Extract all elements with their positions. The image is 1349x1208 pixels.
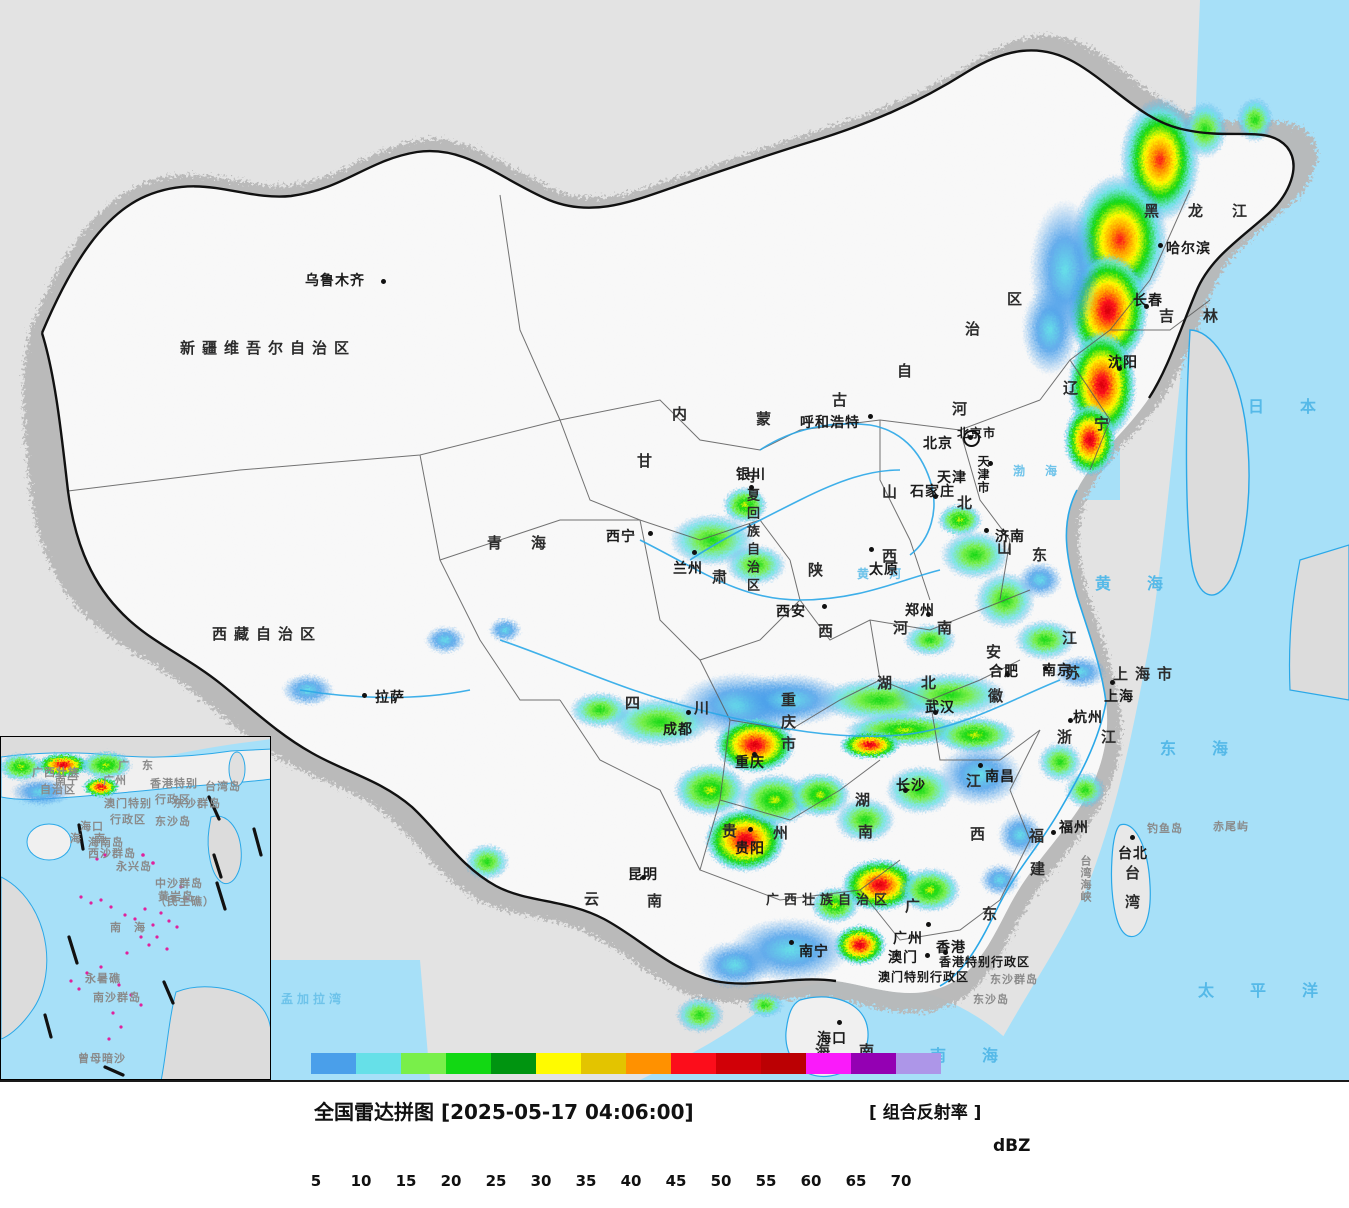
island-markers bbox=[69, 853, 189, 1041]
city-marker bbox=[1110, 680, 1115, 685]
colorbar-swatch bbox=[581, 1053, 626, 1074]
nine-dash-line bbox=[43, 795, 263, 1077]
colorbar-swatch bbox=[761, 1053, 806, 1074]
city-marker bbox=[933, 710, 938, 715]
colorbar-tick: 35 bbox=[575, 1172, 597, 1190]
colorbar-swatch bbox=[536, 1053, 581, 1074]
city-marker bbox=[381, 279, 386, 284]
colorbar-tick: 50 bbox=[710, 1172, 732, 1190]
legend-title-row: 全国雷达拼图 [2025-05-17 04:06:00] [ 组合反射率 ] bbox=[0, 1096, 1349, 1124]
city-marker bbox=[789, 940, 794, 945]
colorbar-swatch bbox=[401, 1053, 446, 1074]
dbz-colorbar[interactable] bbox=[311, 1053, 941, 1074]
city-marker bbox=[1130, 835, 1135, 840]
city-marker bbox=[749, 485, 754, 490]
korea-peninsula bbox=[1185, 329, 1250, 596]
colorbar-tick: 55 bbox=[755, 1172, 777, 1190]
city-marker bbox=[926, 922, 931, 927]
legend-panel: 全国雷达拼图 [2025-05-17 04:06:00] [ 组合反射率 ] bbox=[0, 1080, 1349, 1208]
colorbar-tick: 15 bbox=[395, 1172, 417, 1190]
colorbar-swatch bbox=[311, 1053, 356, 1074]
city-marker bbox=[1068, 718, 1073, 723]
colorbar-swatch bbox=[626, 1053, 671, 1074]
city-marker bbox=[648, 531, 653, 536]
city-marker bbox=[869, 547, 874, 552]
city-marker bbox=[686, 710, 691, 715]
city-marker bbox=[837, 1020, 842, 1025]
city-marker bbox=[362, 693, 367, 698]
city-marker bbox=[903, 788, 908, 793]
city-marker bbox=[1117, 366, 1122, 371]
city-marker bbox=[752, 752, 757, 757]
city-marker bbox=[988, 461, 993, 466]
capital-marker-beijing bbox=[963, 430, 980, 447]
city-marker bbox=[868, 414, 873, 419]
city-marker bbox=[984, 528, 989, 533]
city-marker bbox=[692, 550, 697, 555]
city-marker bbox=[926, 612, 931, 617]
product-type-label: [ 组合反射率 ] bbox=[869, 1103, 982, 1123]
city-marker bbox=[1158, 243, 1163, 248]
city-marker bbox=[1005, 672, 1010, 677]
colorbar-tick: 25 bbox=[485, 1172, 507, 1190]
colorbar-tick: 20 bbox=[440, 1172, 462, 1190]
south-china-sea-inset-map[interactable] bbox=[0, 736, 271, 1080]
taiwan-island bbox=[1110, 823, 1151, 938]
national-border-north bbox=[40, 49, 1295, 399]
inset-vector-layer bbox=[1, 737, 270, 1079]
colorbar-tick: 40 bbox=[620, 1172, 642, 1190]
ocean-east bbox=[980, 0, 1349, 1080]
coastline bbox=[939, 489, 1107, 987]
colorbar-tick: 45 bbox=[665, 1172, 687, 1190]
colorbar-swatch bbox=[446, 1053, 491, 1074]
colorbar-swatch bbox=[716, 1053, 761, 1074]
city-marker bbox=[822, 604, 827, 609]
colorbar-tick: 10 bbox=[350, 1172, 372, 1190]
colorbar-tick-row: 5 10 15 20 25 30 35 40 45 50 55 60 65 70 bbox=[0, 1172, 1349, 1192]
page-title: 全国雷达拼图 [2025-05-17 04:06:00] bbox=[314, 1100, 694, 1124]
colorbar-swatch bbox=[896, 1053, 941, 1074]
city-marker bbox=[943, 950, 948, 955]
japan-landmass bbox=[1288, 544, 1349, 701]
city-marker bbox=[1144, 304, 1149, 309]
colorbar-tick: 65 bbox=[845, 1172, 867, 1190]
city-marker bbox=[1043, 666, 1048, 671]
colorbar-tick: 60 bbox=[800, 1172, 822, 1190]
city-marker bbox=[1051, 830, 1056, 835]
dbz-unit-label: dBZ bbox=[993, 1136, 1031, 1156]
colorbar-tick: 30 bbox=[530, 1172, 552, 1190]
colorbar-swatch bbox=[356, 1053, 401, 1074]
city-marker bbox=[641, 875, 646, 880]
colorbar-swatch bbox=[671, 1053, 716, 1074]
colorbar-tick: 5 bbox=[310, 1172, 322, 1190]
city-marker bbox=[978, 763, 983, 768]
colorbar-tick: 70 bbox=[890, 1172, 912, 1190]
city-marker bbox=[748, 827, 753, 832]
city-marker bbox=[933, 494, 938, 499]
national-border-south bbox=[40, 332, 837, 985]
colorbar-swatch bbox=[491, 1053, 536, 1074]
radar-map-canvas[interactable]: 新疆维吾尔自治区 西藏自治区青 海甘肃内蒙古自治区宁夏回族自治区陕西山西河北辽宁吉… bbox=[0, 0, 1349, 1080]
colorbar-swatch bbox=[806, 1053, 851, 1074]
rivers bbox=[299, 422, 1061, 738]
colorbar-swatch bbox=[851, 1053, 896, 1074]
city-marker bbox=[925, 953, 930, 958]
